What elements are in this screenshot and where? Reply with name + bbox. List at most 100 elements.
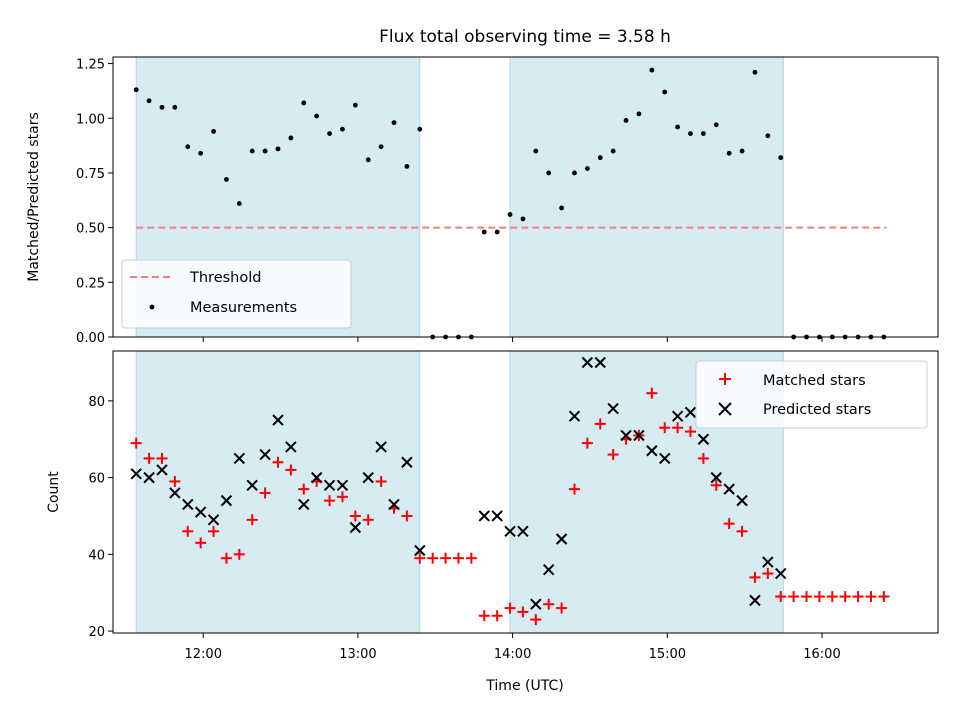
legend-measurements-label: Measurements	[190, 300, 297, 316]
matched-star-point	[465, 552, 477, 564]
measurement-point	[314, 113, 320, 119]
measurement-point	[700, 131, 706, 136]
predicted-star-point	[143, 471, 155, 484]
matched-star-point	[710, 479, 722, 491]
bottom-legend-box	[695, 360, 928, 429]
predicted-star-point	[775, 567, 787, 580]
matched-star-point	[130, 437, 142, 449]
measurement-point	[559, 205, 564, 211]
predicted-star-point	[530, 598, 542, 610]
measurement-point	[662, 89, 668, 95]
matched-star-point	[169, 475, 181, 487]
predicted-star-point	[736, 494, 748, 507]
legend-matched-label: Matched stars	[763, 373, 866, 389]
matched-star-point	[672, 422, 684, 434]
predicted-star-point	[375, 441, 387, 453]
predicted-star-point	[684, 406, 697, 419]
matched-star-point	[427, 552, 439, 564]
predicted-star-point	[620, 429, 632, 442]
predicted-star-point	[194, 506, 207, 518]
measurement-point	[262, 148, 268, 154]
matched-star-point	[581, 437, 593, 449]
predicted-star-point	[362, 471, 374, 484]
predicted-star-point	[710, 471, 722, 484]
top-panel: 0.00 0.25 0.50 0.75 1.00 1.25 Matched/Predict…	[26, 56, 939, 346]
matched-star-point	[259, 487, 271, 499]
measurement-point	[739, 148, 745, 154]
matched-star-point	[517, 606, 529, 618]
predicted-star-point	[220, 494, 233, 507]
matched-star-point	[156, 452, 168, 464]
predicted-star-point	[723, 483, 735, 495]
measurement-point	[185, 144, 191, 150]
measurement-point	[726, 150, 732, 156]
y-tick-label: 0.25	[76, 276, 105, 291]
matched-star-point	[208, 525, 220, 537]
matched-star-point	[478, 610, 490, 622]
legend-predicted-swatch	[718, 402, 732, 416]
matched-star-point	[220, 552, 232, 564]
matched-star-point	[568, 483, 580, 495]
matched-star-point	[285, 464, 297, 476]
matched-star-point	[813, 591, 825, 603]
y-tick-label: 1.25	[76, 58, 105, 73]
measurement-point	[688, 131, 693, 136]
measurement-point	[172, 104, 178, 110]
x-tick-label: 15:00	[649, 647, 686, 662]
measurement-point	[572, 170, 577, 176]
measurement-point	[288, 135, 294, 141]
matched-star-point	[362, 514, 374, 526]
observing-window-2	[510, 57, 784, 337]
matched-star-point	[195, 537, 207, 549]
measurement-point	[507, 212, 513, 217]
matched-star-point	[762, 568, 774, 580]
matched-star-point	[349, 510, 361, 522]
measurement-point	[546, 170, 552, 176]
predicted-star-point	[749, 594, 761, 607]
matched-star-point	[272, 456, 284, 468]
predicted-star-point	[762, 556, 774, 568]
predicted-star-point	[298, 498, 310, 511]
matched-star-point	[375, 475, 387, 487]
x-tick-label: 12:00	[185, 647, 222, 662]
measurement-point	[211, 128, 216, 134]
predicted-star-point	[671, 410, 684, 422]
bottom-legend: Matched stars Predicted stars	[695, 360, 928, 429]
bottom-y-axis-label: Count	[46, 471, 62, 513]
matched-star-point	[336, 491, 348, 503]
matched-star-point	[491, 610, 503, 622]
measurement-point	[494, 229, 500, 235]
predicted-star-point	[414, 544, 426, 557]
predicted-star-point	[633, 429, 645, 442]
predicted-star-point	[504, 525, 516, 538]
measurement-point	[275, 146, 281, 152]
measurement-point	[584, 166, 590, 171]
matched-star-point	[594, 418, 606, 430]
measurement-point	[340, 126, 345, 132]
measurement-point	[146, 98, 152, 104]
matched-star-point	[530, 614, 542, 626]
matched-star-point	[182, 525, 194, 537]
matched-star-point	[504, 602, 516, 614]
measurement-point	[520, 216, 526, 222]
y-tick-label: 80	[88, 395, 105, 410]
measurement-point	[133, 87, 139, 93]
measurement-point	[301, 100, 307, 106]
predicted-star-point	[246, 479, 258, 491]
y-tick-label: 60	[88, 472, 105, 487]
matched-star-point	[685, 426, 696, 438]
matched-star-point	[878, 591, 890, 603]
predicted-star-point	[323, 479, 336, 491]
matched-star-point	[246, 514, 258, 526]
top-axes-frame	[112, 56, 939, 338]
measurement-point	[636, 111, 642, 117]
measurement-point	[327, 131, 332, 136]
matched-star-point	[852, 591, 864, 603]
y-tick-label: 0.00	[76, 331, 105, 346]
measurement-point	[623, 118, 629, 123]
measurement-point	[675, 124, 681, 130]
predicted-star-point	[594, 356, 606, 369]
measurement-point	[649, 67, 655, 73]
legend-matched-swatch	[719, 373, 731, 385]
